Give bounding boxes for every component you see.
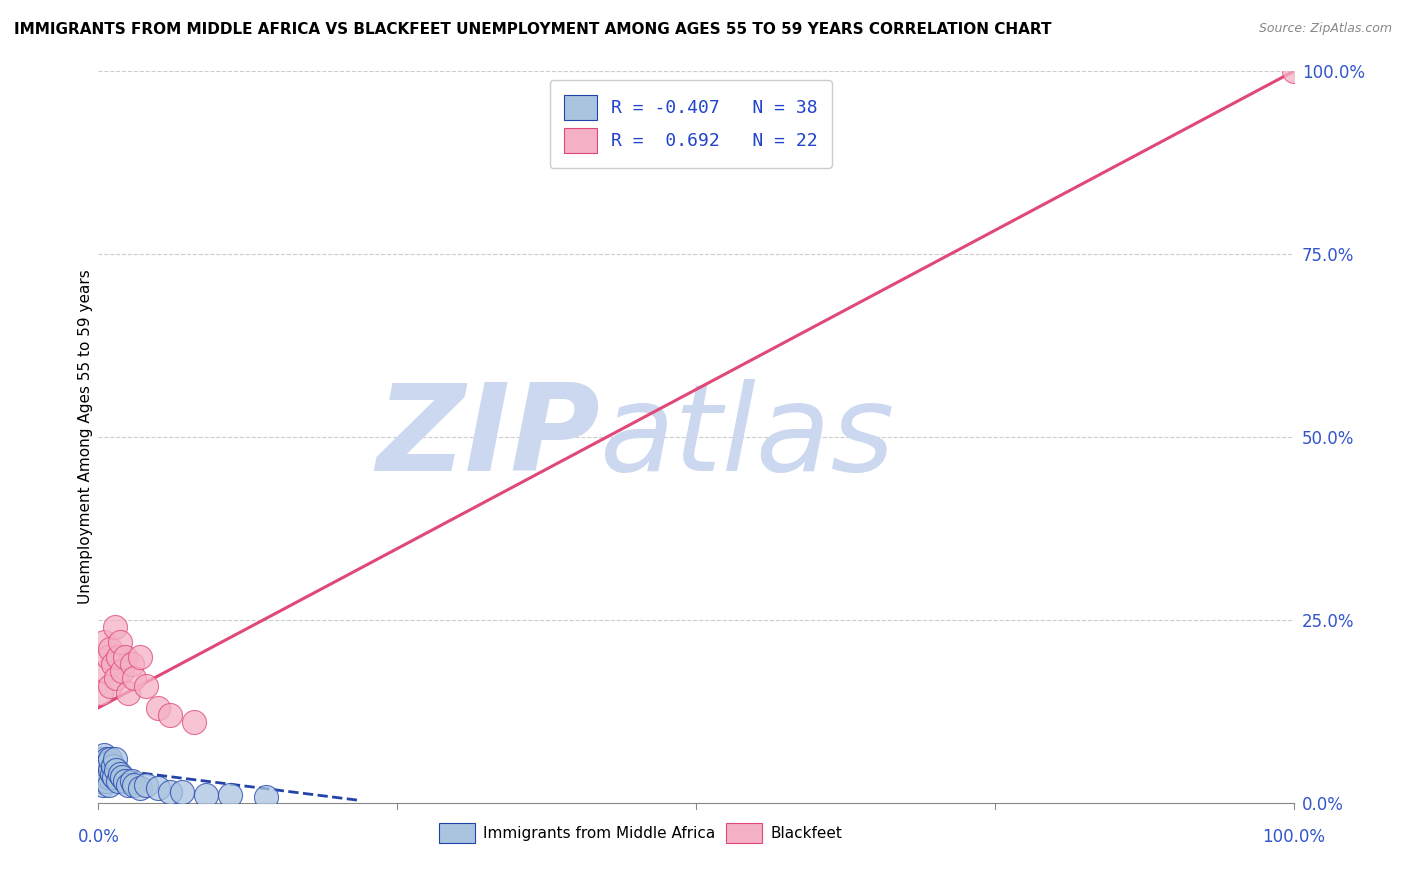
- Point: [114, 649, 136, 664]
- Point: [89, 773, 111, 788]
- Point: [172, 785, 194, 799]
- Point: [148, 781, 170, 796]
- Point: [100, 766, 122, 780]
- Text: Source: ZipAtlas.com: Source: ZipAtlas.com: [1258, 22, 1392, 36]
- Y-axis label: Unemployment Among Ages 55 to 59 years: Unemployment Among Ages 55 to 59 years: [77, 269, 93, 605]
- Point: [104, 620, 127, 634]
- Legend: R = -0.407   N = 38, R =  0.692   N = 22: R = -0.407 N = 38, R = 0.692 N = 22: [550, 80, 832, 168]
- Point: [93, 763, 115, 777]
- Point: [107, 773, 129, 788]
- Point: [96, 752, 118, 766]
- Point: [104, 752, 127, 766]
- Point: [90, 766, 112, 780]
- Point: [91, 756, 114, 770]
- Point: [254, 789, 277, 804]
- Point: [90, 759, 112, 773]
- Point: [93, 635, 115, 649]
- Point: [91, 770, 114, 784]
- Point: [101, 759, 124, 773]
- Point: [135, 679, 157, 693]
- Text: Immigrants from Middle Africa: Immigrants from Middle Africa: [484, 826, 716, 841]
- Point: [94, 759, 117, 773]
- FancyBboxPatch shape: [725, 822, 762, 843]
- Point: [1282, 64, 1305, 78]
- Text: IMMIGRANTS FROM MIDDLE AFRICA VS BLACKFEET UNEMPLOYMENT AMONG AGES 55 TO 59 YEAR: IMMIGRANTS FROM MIDDLE AFRICA VS BLACKFE…: [14, 22, 1052, 37]
- FancyBboxPatch shape: [439, 822, 475, 843]
- Point: [105, 672, 128, 686]
- Point: [108, 766, 131, 780]
- Point: [124, 778, 146, 792]
- Point: [91, 778, 114, 792]
- Point: [159, 785, 181, 799]
- Point: [97, 756, 120, 770]
- Point: [183, 715, 205, 730]
- Point: [103, 770, 125, 784]
- Point: [98, 679, 122, 693]
- Point: [117, 686, 139, 700]
- Point: [159, 708, 181, 723]
- Text: Blackfeet: Blackfeet: [770, 826, 842, 841]
- Point: [105, 763, 128, 777]
- Point: [195, 789, 218, 803]
- Point: [94, 664, 117, 678]
- Point: [129, 781, 152, 796]
- Point: [111, 664, 134, 678]
- Point: [98, 642, 122, 657]
- Text: 100.0%: 100.0%: [1263, 829, 1324, 847]
- Point: [124, 672, 146, 686]
- Point: [121, 773, 143, 788]
- Point: [129, 649, 152, 664]
- Point: [148, 700, 170, 714]
- Point: [97, 649, 120, 664]
- Point: [93, 748, 115, 763]
- Point: [90, 686, 112, 700]
- Point: [114, 773, 136, 788]
- Point: [91, 752, 114, 766]
- Point: [117, 778, 139, 792]
- Text: ZIP: ZIP: [377, 378, 600, 496]
- Point: [96, 766, 118, 780]
- Point: [97, 770, 120, 784]
- Point: [107, 649, 129, 664]
- Point: [108, 635, 131, 649]
- Point: [111, 770, 134, 784]
- Point: [135, 778, 157, 792]
- Point: [98, 778, 121, 792]
- Point: [121, 657, 143, 671]
- Point: [98, 752, 122, 766]
- Point: [101, 657, 124, 671]
- Point: [219, 789, 242, 803]
- Point: [98, 763, 122, 777]
- Point: [94, 773, 117, 788]
- Text: 0.0%: 0.0%: [77, 829, 120, 847]
- Text: atlas: atlas: [600, 378, 896, 496]
